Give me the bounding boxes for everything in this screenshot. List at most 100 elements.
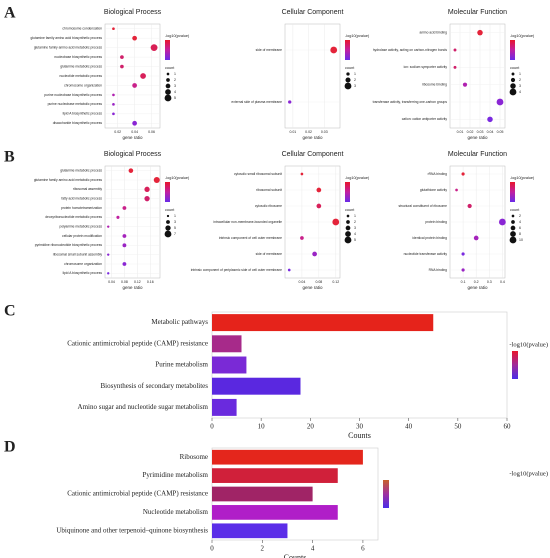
dot	[140, 73, 146, 79]
size-key-label: 3	[354, 226, 356, 230]
size-key-label: 4	[519, 220, 521, 224]
x-tick-label: 0.02	[305, 130, 312, 134]
x-axis-label: gene ratio	[467, 285, 488, 290]
legend-title: -log10(pvalue)	[345, 34, 370, 38]
y-tick-label: intrinsic component of periplasmic side …	[191, 268, 282, 272]
panel-title: Cellular Component	[282, 151, 344, 158]
dot	[453, 48, 457, 52]
dot	[461, 268, 465, 272]
x-tick-label: 0.03	[321, 130, 328, 134]
panel-label: C	[4, 303, 16, 320]
legend-title: -log10(pvalue)	[345, 176, 370, 180]
x-tick-label: 0.4	[500, 280, 505, 284]
dot	[453, 65, 457, 69]
y-tick-label: Cationic antimicrobial peptide (CAMP) re…	[67, 339, 208, 347]
dot	[120, 55, 124, 59]
plot-area	[104, 165, 161, 279]
x-tick-label: 0.05	[497, 130, 504, 134]
y-tick-label: protein binding	[425, 220, 447, 224]
y-tick-label: chromosome condensation	[62, 27, 102, 31]
size-key-label: 4	[519, 90, 521, 94]
dot	[312, 251, 317, 257]
y-tick-label: ribosomal small subunit assembly	[53, 253, 103, 257]
y-tick-label: deoxyribonucleotide metabolic process	[45, 215, 102, 219]
panel-title: Biological Process	[104, 9, 162, 16]
plot-area	[449, 23, 506, 129]
dot	[300, 172, 304, 176]
x-axis-label: gene ratio	[302, 135, 323, 140]
legend-title: count	[510, 66, 520, 70]
bar	[212, 314, 434, 332]
x-tick-label: 0.3	[487, 280, 492, 284]
dot	[122, 262, 127, 266]
dot	[461, 172, 465, 176]
x-tick-label: 0.12	[134, 280, 141, 284]
y-tick-label: fatty acid metabolic process	[61, 197, 102, 201]
y-tick-label: RNA binding	[429, 268, 447, 272]
legend-title: count	[345, 208, 355, 212]
x-axis-label: gene ratio	[467, 135, 488, 140]
y-tick-label: chromosome organization	[64, 262, 102, 266]
x-tick-label: 0.03	[477, 130, 484, 134]
y-tick-label: nucleotide metabolic process	[59, 74, 102, 78]
y-tick-label: chromosome organization	[64, 83, 102, 87]
size-key-label: 2	[174, 78, 176, 82]
dot	[116, 215, 120, 219]
y-tick-label: Amino sugar and nucleotide sugar metabol…	[78, 403, 209, 411]
dot	[112, 112, 115, 116]
dot	[473, 235, 479, 241]
dot	[462, 82, 468, 87]
size-key-label: 7	[174, 232, 176, 236]
dot	[112, 103, 115, 106]
size-key	[166, 72, 170, 76]
x-tick-label: 4	[311, 545, 315, 553]
x-axis-label: gene ratio	[302, 285, 323, 290]
size-key	[346, 72, 350, 76]
x-tick-label: 0.01	[457, 130, 464, 134]
size-key-label: 2	[519, 214, 521, 218]
bar	[212, 356, 247, 374]
size-key-label: 5	[354, 238, 356, 242]
size-key	[166, 78, 170, 82]
y-tick-label: Purine metabolism	[155, 361, 208, 369]
y-tick-label: ribosomal subunit	[256, 188, 282, 192]
size-key-label: 1	[354, 214, 356, 218]
y-tick-label: intrinsic component of cell outer membra…	[219, 236, 282, 240]
x-tick-label: 50	[454, 423, 462, 431]
y-tick-label: ion: sodium symporter activity	[404, 65, 448, 69]
panel-title: Molecular Function	[448, 9, 507, 16]
dot	[132, 120, 137, 126]
y-tick-label: cytosolic small ribosomal subunit	[234, 172, 282, 176]
dot	[132, 83, 137, 88]
colorbar	[165, 182, 170, 202]
x-tick-label: 30	[356, 423, 364, 431]
dot	[107, 253, 110, 256]
dot	[498, 218, 506, 226]
colorbar	[512, 351, 518, 379]
dot	[107, 225, 110, 228]
dot	[128, 168, 134, 173]
panel-label: D	[4, 439, 16, 456]
size-key	[346, 220, 350, 224]
y-tick-label: glutathione activity	[420, 188, 447, 192]
dot	[288, 100, 292, 104]
y-tick-label: lipid A biosynthetic process	[63, 112, 103, 116]
x-axis-label: Counts	[348, 431, 371, 440]
size-key-label: 2	[354, 78, 356, 82]
y-tick-label: glutamine family amino acid biosynthetic…	[31, 36, 103, 40]
x-tick-label: 0.06	[148, 130, 155, 134]
colorbar	[510, 40, 515, 60]
y-tick-label: hydrolase activity, acting on carbon-nit…	[373, 48, 448, 52]
size-key-label: 1	[354, 72, 356, 76]
y-tick-label: nucleotide transferase activity	[404, 252, 448, 256]
size-key-label: 3	[354, 84, 356, 88]
size-key-label: 1	[174, 214, 176, 218]
size-key	[511, 72, 515, 76]
y-tick-label: Ribosome	[180, 453, 208, 461]
y-tick-label: ribosomal assembly	[73, 187, 102, 191]
dot	[122, 234, 127, 238]
plot-area	[284, 23, 341, 129]
y-tick-label: Ubiquinone and other terpenoid–quinone b…	[56, 526, 208, 534]
size-key	[510, 231, 516, 237]
